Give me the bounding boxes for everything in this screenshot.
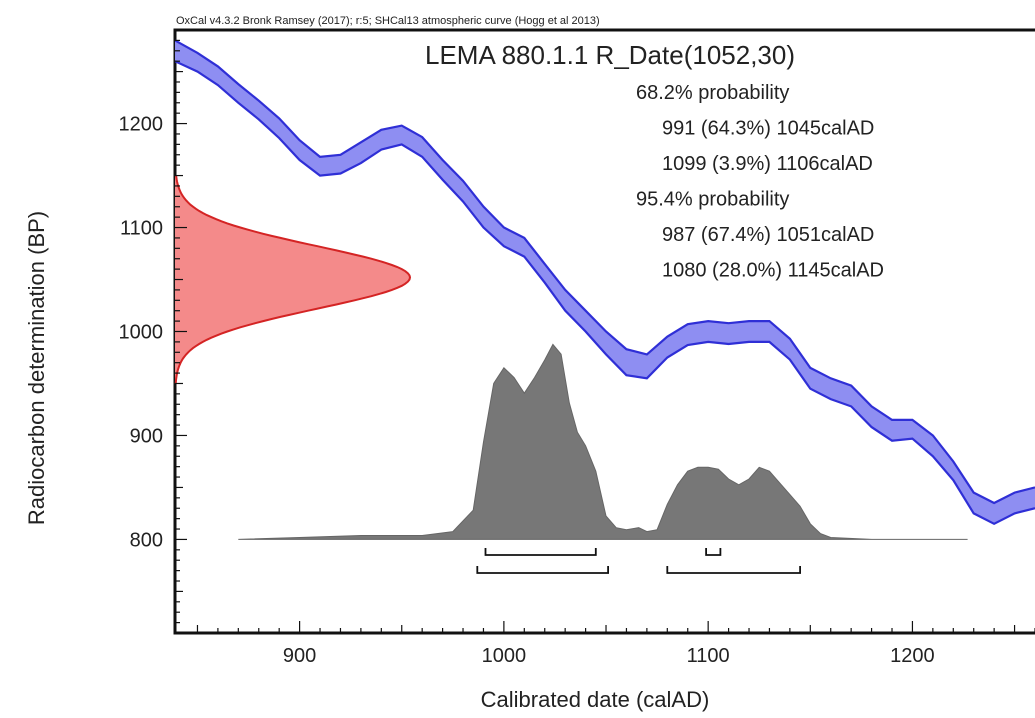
y-tick-label: 1100 xyxy=(120,218,163,240)
range-95-bracket-1 xyxy=(476,566,609,574)
annotation-line: 987 (67.4%) 1051calAD xyxy=(662,224,874,246)
x-tick-label: 1100 xyxy=(687,645,730,667)
y-axis-label: Radiocarbon determination (BP) xyxy=(24,211,49,525)
annotation-line: 68.2% probability xyxy=(636,82,789,104)
calibration-lower-line xyxy=(175,60,1035,526)
annotations-layer: 68.2% probability 991 (64.3%) 1045calAD 10… xyxy=(636,82,884,282)
annotation-line: 991 (64.3%) 1045calAD xyxy=(662,118,874,140)
range-68-bracket-1 xyxy=(484,548,597,556)
ranges-layer xyxy=(476,548,801,574)
annotation-line: 1099 (3.9%) 1106calAD xyxy=(662,153,873,175)
calibration-curve-layer xyxy=(175,39,1035,526)
annotation-line: 95.4% probability xyxy=(636,189,789,211)
header-text: OxCal v4.3.2 Bronk Ramsey (2017); r:5; S… xyxy=(176,15,600,27)
y-tick-label: 1200 xyxy=(119,114,164,136)
annotation-line: 1080 (28.0%) 1145calAD xyxy=(662,260,884,282)
range-68-bracket-2 xyxy=(705,548,722,556)
range-95-bracket-2 xyxy=(666,566,801,574)
distributions-layer xyxy=(174,175,968,540)
x-tick-label: 900 xyxy=(283,645,316,667)
x-tick-label: 1000 xyxy=(482,645,527,667)
x-axis-label: Calibrated date (calAD) xyxy=(481,687,710,712)
measured-distribution-line xyxy=(174,175,412,384)
x-tick-label: 1200 xyxy=(890,645,935,667)
y-tick-label: 800 xyxy=(130,529,163,551)
calibrated-distribution xyxy=(238,343,968,540)
measured-distribution-fill xyxy=(175,175,410,384)
y-tick-label: 900 xyxy=(130,425,163,447)
axes-layer: 900 1000 1100 1200 800 900 1000 1100 1200 xyxy=(119,39,1035,667)
calibration-upper-line xyxy=(175,39,1035,505)
y-tick-label: 1000 xyxy=(119,322,164,344)
chart-title: LEMA 880.1.1 R_Date(1052,30) xyxy=(425,40,795,70)
